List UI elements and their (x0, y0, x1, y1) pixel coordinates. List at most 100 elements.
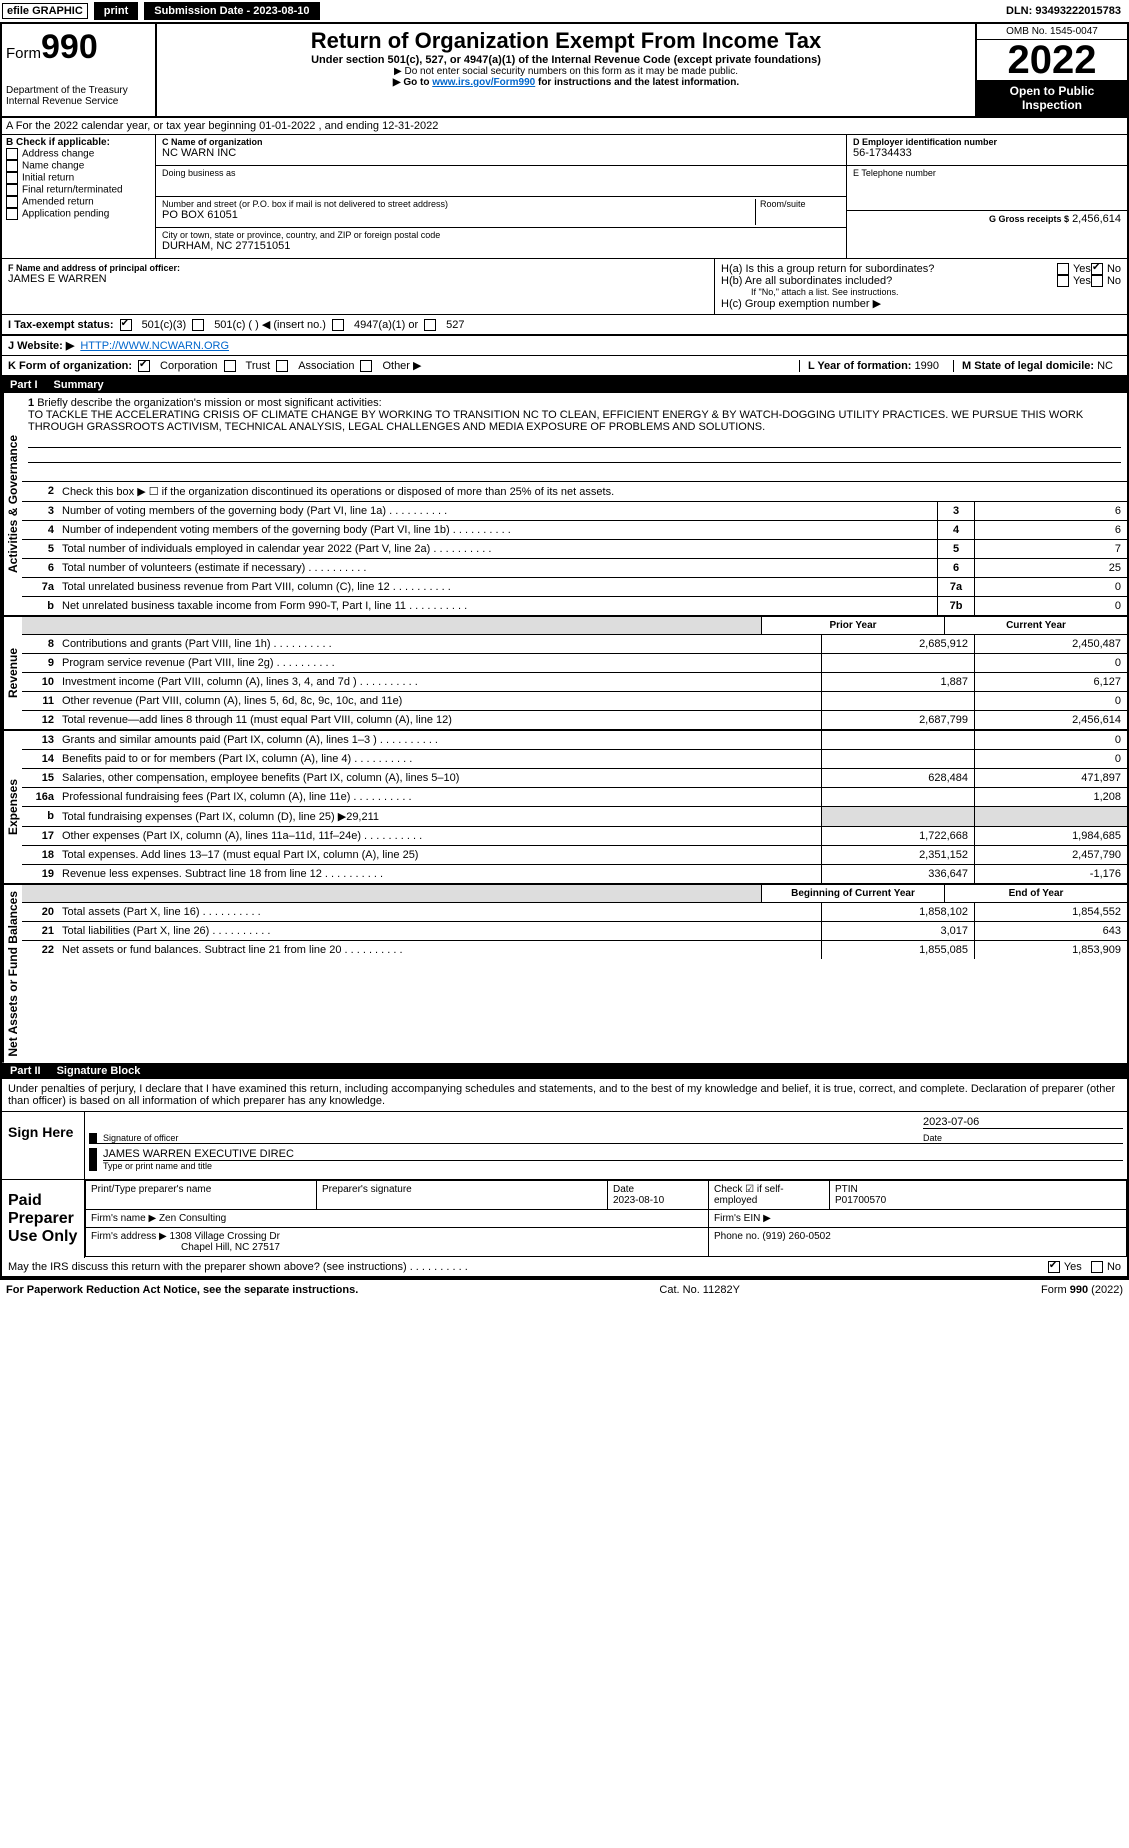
paid-preparer-row: Paid Preparer Use Only Print/Type prepar… (2, 1179, 1127, 1258)
l19-curr: -1,176 (974, 865, 1127, 883)
line-5: Total number of individuals employed in … (58, 540, 937, 558)
officer-typed-name: JAMES WARREN EXECUTIVE DIREC (103, 1148, 1123, 1160)
city-value: DURHAM, NC 277151051 (162, 240, 840, 252)
l16a-curr: 1,208 (974, 788, 1127, 806)
cb-ha-yes[interactable] (1057, 263, 1069, 275)
row-f-h: F Name and address of principal officer:… (2, 259, 1127, 315)
ptin: P01700570 (835, 1195, 886, 1206)
dln-label: DLN: 93493222015783 (1006, 5, 1127, 17)
website-link[interactable]: HTTP://WWW.NCWARN.ORG (80, 340, 229, 352)
cb-501c3[interactable] (120, 319, 132, 331)
row-k-l-m: K Form of organization: Corporation Trus… (2, 356, 1127, 377)
part2-header: Part II Signature Block (2, 1063, 1127, 1079)
l11-curr: 0 (974, 692, 1127, 710)
prep-date: 2023-08-10 (613, 1195, 664, 1206)
city-label: City or town, state or province, country… (162, 230, 840, 240)
l20-prior: 1,858,102 (821, 903, 974, 921)
cb-4947[interactable] (332, 319, 344, 331)
l9-prior (821, 654, 974, 672)
footer: For Paperwork Reduction Act Notice, see … (0, 1279, 1129, 1300)
type-name-label: Type or print name and title (103, 1160, 1123, 1171)
part1-title: Summary (54, 379, 104, 391)
phone: (919) 260-0502 (762, 1231, 830, 1242)
preparer-table: Print/Type preparer's name Preparer's si… (85, 1180, 1127, 1257)
cb-assoc[interactable] (276, 360, 288, 372)
val-7b: 0 (974, 597, 1127, 615)
col-b: B Check if applicable: Address change Na… (2, 135, 156, 258)
line-7a: Total unrelated business revenue from Pa… (58, 578, 937, 596)
hdr-current: Current Year (944, 617, 1127, 634)
val-5: 7 (974, 540, 1127, 558)
cb-initial-return[interactable] (6, 172, 18, 184)
discuss-row: May the IRS discuss this return with the… (2, 1258, 1127, 1277)
cb-discuss-no[interactable] (1091, 1261, 1103, 1273)
ein-value: 56-1734433 (853, 147, 1121, 159)
b-title: B Check if applicable: (6, 137, 151, 148)
part2-title: Signature Block (57, 1065, 141, 1077)
cb-application[interactable] (6, 208, 18, 220)
l16a-prior (821, 788, 974, 806)
cb-501c[interactable] (192, 319, 204, 331)
c-name-label: C Name of organization (162, 137, 840, 147)
cb-hb-yes[interactable] (1057, 275, 1069, 287)
e-label: E Telephone number (853, 168, 1121, 178)
l22-curr: 1,853,909 (974, 941, 1127, 959)
col-d-e-g: D Employer identification number 56-1734… (846, 135, 1127, 258)
efile-label: efile GRAPHIC (2, 3, 88, 19)
print-button[interactable]: print (94, 2, 138, 20)
l22-prior: 1,855,085 (821, 941, 974, 959)
year-formation: 1990 (915, 360, 939, 372)
row-i: I Tax-exempt status: 501(c)(3) 501(c) ( … (2, 315, 1127, 336)
l13-prior (821, 731, 974, 749)
cb-name-change[interactable] (6, 160, 18, 172)
l18-curr: 2,457,790 (974, 846, 1127, 864)
l8-curr: 2,450,487 (974, 635, 1127, 653)
paid-prep-label: Paid Preparer Use Only (2, 1180, 85, 1258)
hdr-prior: Prior Year (761, 617, 944, 634)
header-right: OMB No. 1545-0047 2022 Open to Public In… (975, 24, 1127, 116)
l13-curr: 0 (974, 731, 1127, 749)
d-label: D Employer identification number (853, 137, 1121, 147)
cb-hb-no[interactable] (1091, 275, 1103, 287)
cb-other[interactable] (360, 360, 372, 372)
side-revenue: Revenue (2, 617, 22, 729)
cb-discuss-yes[interactable] (1048, 1261, 1060, 1273)
cb-ha-no[interactable] (1091, 263, 1103, 275)
line-2: Check this box ▶ ☐ if the organization d… (58, 482, 1127, 501)
l20-curr: 1,854,552 (974, 903, 1127, 921)
l21-curr: 643 (974, 922, 1127, 940)
cb-address-change[interactable] (6, 148, 18, 160)
l10-curr: 6,127 (974, 673, 1127, 691)
cb-amended[interactable] (6, 196, 18, 208)
l14-curr: 0 (974, 750, 1127, 768)
sig-officer-label: Signature of officer (103, 1133, 923, 1143)
sign-here-label: Sign Here (2, 1112, 85, 1179)
val-3: 6 (974, 502, 1127, 520)
gross-receipts: 2,456,614 (1072, 213, 1121, 225)
date-label: Date (923, 1133, 1123, 1143)
footer-left: For Paperwork Reduction Act Notice, see … (6, 1284, 358, 1296)
l19-prior: 336,647 (821, 865, 974, 883)
header-left: Form990 Department of the Treasury Inter… (2, 24, 157, 116)
l12-curr: 2,456,614 (974, 711, 1127, 729)
cb-final-return[interactable] (6, 184, 18, 196)
prep-sig-label: Preparer's signature (317, 1180, 608, 1209)
cb-527[interactable] (424, 319, 436, 331)
submission-date-button[interactable]: Submission Date - 2023-08-10 (144, 2, 319, 20)
line-3: Number of voting members of the governin… (58, 502, 937, 520)
cb-corp[interactable] (138, 360, 150, 372)
f-label: F Name and address of principal officer: (8, 263, 708, 273)
h-a: H(a) Is this a group return for subordin… (721, 263, 1057, 275)
l17-curr: 1,984,685 (974, 827, 1127, 845)
h-b: H(b) Are all subordinates included? (721, 275, 1057, 287)
l8-prior: 2,685,912 (821, 635, 974, 653)
firm-addr2: Chapel Hill, NC 27517 (181, 1242, 280, 1253)
line-7b: Net unrelated business taxable income fr… (58, 597, 937, 615)
block-b-c-d-e: B Check if applicable: Address change Na… (2, 135, 1127, 259)
cb-trust[interactable] (224, 360, 236, 372)
footer-mid: Cat. No. 11282Y (659, 1284, 740, 1296)
line-1: 1 Briefly describe the organization's mi… (22, 393, 1127, 482)
hdr-end: End of Year (944, 885, 1127, 902)
irs-link[interactable]: www.irs.gov/Form990 (432, 77, 535, 88)
l11-prior (821, 692, 974, 710)
